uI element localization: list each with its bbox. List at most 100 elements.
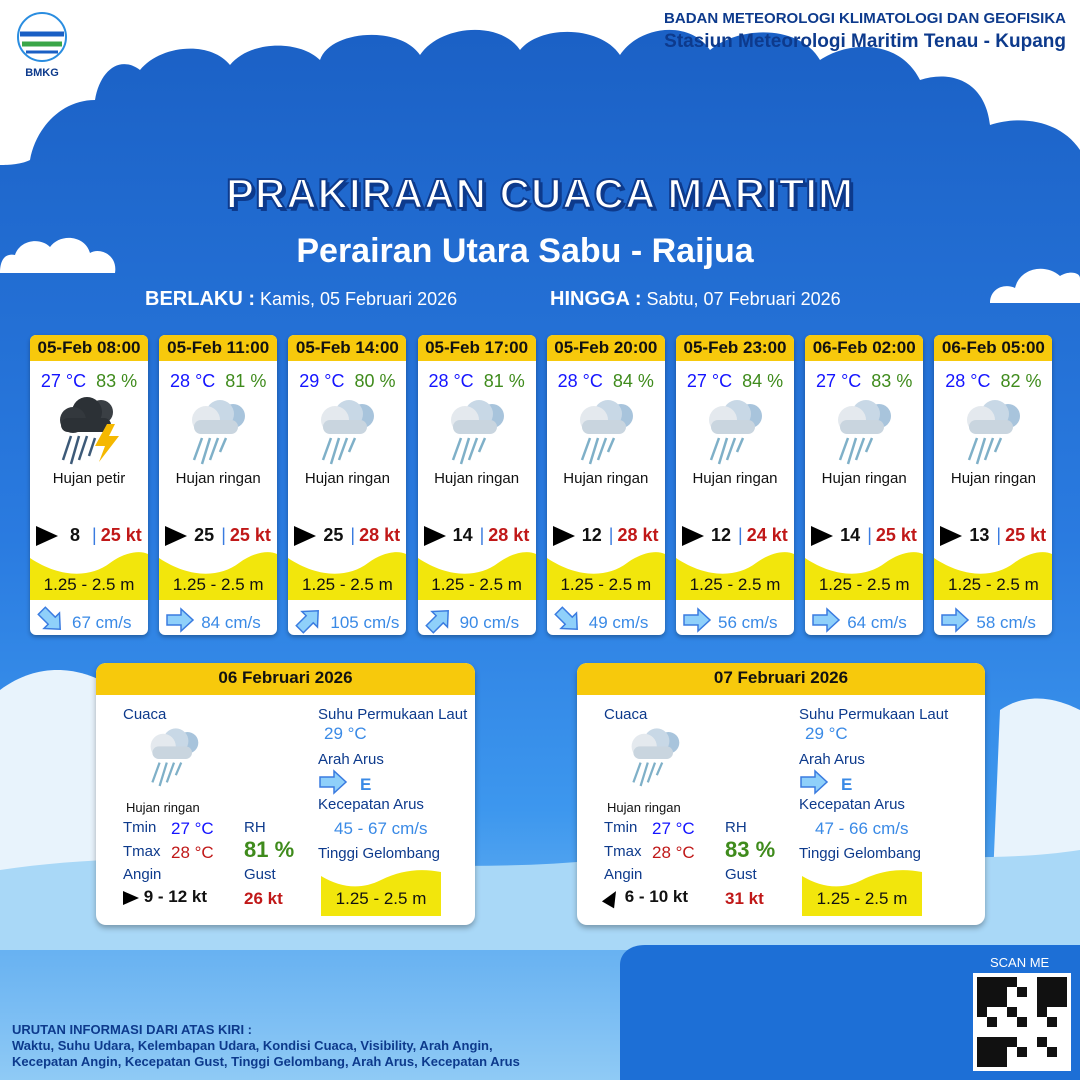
- forecast-time: 05-Feb 17:00: [417, 335, 536, 361]
- separator: |: [867, 525, 872, 545]
- humidity: 83 %: [96, 371, 138, 391]
- daily-condition: Hujan ringan: [126, 800, 200, 815]
- humidity: 84 %: [612, 371, 654, 391]
- wave-shape: [676, 552, 794, 600]
- tmax-value: 28 °C: [171, 843, 214, 862]
- separator: |: [608, 525, 614, 545]
- light-rain-icon: [138, 723, 210, 793]
- note-title: URUTAN INFORMASI DARI ATAS KIRI :: [12, 1022, 252, 1037]
- current-direction-arrow-icon: [799, 769, 829, 800]
- light-rain-icon: [159, 394, 277, 466]
- wave-shape: [802, 870, 922, 916]
- current-direction-value: E: [360, 774, 372, 794]
- wind-speed: 14: [840, 525, 861, 545]
- daily-condition: Hujan ringan: [607, 800, 681, 815]
- current-direction-arrow-icon: [553, 606, 583, 635]
- wave-height: 1.25 - 2.5 m: [689, 575, 781, 594]
- sst-value: 29 °C: [805, 724, 848, 743]
- current-speed: 49 cm/s: [588, 612, 649, 632]
- current-direction-label: Arah Arus: [799, 751, 865, 768]
- wave-shape: [546, 552, 665, 600]
- tmin-value: 27 °C: [652, 819, 695, 838]
- light-rain-icon: [288, 394, 406, 466]
- wind-direction-arrow-icon: [36, 525, 58, 546]
- tmax-label: Tmax: [123, 843, 161, 860]
- weather-condition: Hujan ringan: [304, 470, 390, 487]
- air-temperature: 28 °C: [945, 371, 991, 391]
- gust-label: Gust: [725, 866, 757, 883]
- air-temperature: 28 °C: [428, 371, 474, 391]
- wind-speed: 12: [581, 525, 602, 545]
- separator: |: [996, 525, 1002, 545]
- wind-label: Angin: [604, 866, 643, 883]
- wave-height: 1.25 - 2.5 m: [172, 575, 264, 594]
- gust-speed: 25 kt: [875, 525, 917, 545]
- forecast-time: 05-Feb 23:00: [676, 335, 794, 361]
- note-line2: Kecepatan Angin, Kecepatan Gust, Tinggi …: [12, 1054, 520, 1069]
- gust-speed: 28 kt: [617, 525, 659, 545]
- wind-direction-arrow-icon: [423, 525, 446, 546]
- weather-condition: Hujan ringan: [175, 470, 261, 487]
- forecast-card: 05-Feb 11:00 28 °C 81 % Hujan ringan 25 |…: [159, 335, 278, 635]
- wind-direction-arrow-icon: [940, 525, 963, 546]
- air-temperature: 28 °C: [557, 371, 603, 391]
- wind-direction-arrow-icon: [601, 887, 623, 908]
- cloud-right: [990, 268, 1080, 303]
- air-temperature: 27 °C: [686, 371, 733, 391]
- rh-value: 81 %: [244, 837, 295, 862]
- current-direction-arrow-icon: [318, 769, 348, 800]
- valid-from-value: Kamis, 05 Februari 2026: [260, 289, 458, 309]
- qr-code[interactable]: [973, 973, 1071, 1071]
- daily-summary-panel: 07 Februari 2026 Cuaca Hujan ringan Tmin…: [577, 663, 985, 925]
- humidity: 83 %: [871, 371, 913, 391]
- wind-speed: 12: [710, 525, 732, 545]
- light-rain-icon: [676, 394, 794, 466]
- wave-shape: [159, 552, 278, 600]
- humidity: 81 %: [483, 371, 525, 391]
- gust-label: Gust: [244, 866, 276, 883]
- valid-from-label: BERLAKU :: [145, 288, 255, 310]
- air-temperature: 27 °C: [816, 371, 862, 391]
- logo-text: BMKG: [25, 67, 59, 79]
- wind-speed: 8: [69, 525, 80, 545]
- rh-label: RH: [244, 819, 266, 836]
- wind-direction-arrow-icon: [123, 890, 139, 905]
- weather-condition: Hujan ringan: [950, 470, 1036, 487]
- gust-speed: 24 kt: [746, 525, 788, 545]
- footer-note: URUTAN INFORMASI DARI ATAS KIRI : Waktu,…: [12, 1022, 520, 1070]
- gust-speed: 25 kt: [229, 525, 271, 545]
- wave-height: 1.25 - 2.5 m: [948, 575, 1039, 594]
- wave-label: Tinggi Gelombang: [318, 845, 441, 862]
- weather-condition: Hujan ringan: [563, 470, 649, 487]
- weather-condition: Hujan ringan: [821, 470, 907, 487]
- air-temperature: 28 °C: [170, 371, 216, 391]
- daily-date: 06 Februari 2026: [96, 663, 475, 695]
- weather-label: Cuaca: [123, 706, 167, 723]
- gust-speed: 28 kt: [488, 525, 530, 545]
- wind-range: 6 - 10 kt: [624, 887, 689, 906]
- wind-direction-arrow-icon: [165, 525, 188, 546]
- current-direction-arrow-icon: [36, 606, 66, 635]
- separator: |: [738, 525, 743, 545]
- wave-height: 1.25 - 2.5 m: [43, 575, 135, 594]
- tmin-label: Tmin: [123, 819, 157, 836]
- air-temperature: 27 °C: [40, 371, 87, 391]
- tmax-value: 28 °C: [652, 843, 695, 862]
- current-speed: 67 cm/s: [72, 612, 132, 632]
- light-rain-icon: [619, 723, 691, 793]
- weather-condition: Hujan ringan: [692, 470, 778, 487]
- bmkg-logo: BMKG: [14, 12, 70, 79]
- current-speed-label: Kecepatan Arus: [318, 796, 424, 813]
- gust-speed: 25 kt: [100, 525, 142, 545]
- wind-speed: 25: [323, 525, 344, 545]
- wave-height: 1.25 - 2.5 m: [818, 575, 910, 594]
- wave-shape: [288, 552, 407, 600]
- gust-speed: 25 kt: [1005, 525, 1047, 545]
- forecast-card: 05-Feb 08:00 27 °C 83 % Hujan petir 8 | 25…: [30, 335, 148, 635]
- forecast-time: 06-Feb 02:00: [805, 335, 924, 361]
- current-speed: 105 cm/s: [330, 612, 400, 632]
- wind-speed: 25: [194, 525, 215, 545]
- current-direction-value: E: [841, 774, 853, 794]
- org-name: BADAN METEOROLOGI KLIMATOLOGI DAN GEOFIS…: [664, 10, 1066, 27]
- current-speed-label: Kecepatan Arus: [799, 796, 905, 813]
